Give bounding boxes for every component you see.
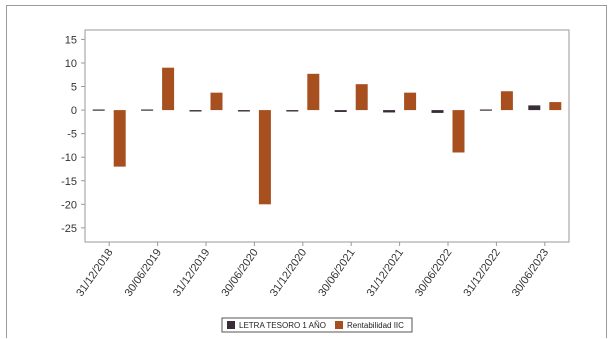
bar-rentabilidad-iic [162,67,175,111]
bar-rentabilidad-iic [549,102,562,111]
bar-rentabilidad-iic [404,92,417,111]
bar-rentabilidad-iic [258,110,271,205]
x-tick-label: 31/12/2020 [268,247,309,299]
y-tick-label: -25 [61,223,77,235]
bar-rentabilidad-iic [355,84,368,111]
bar-rentabilidad-iic [210,92,223,111]
bar-letra-tesoro [431,110,444,113]
y-tick-label: -10 [61,152,77,164]
x-tick-label: 30/06/2022 [413,247,454,299]
bar-letra-tesoro [286,110,299,112]
y-tick-label: 5 [71,82,77,94]
legend-label: Rentabilidad IIC [347,321,404,330]
chart-frame: 15 10 5 0 -5 -10 -15 -20 -25 31/12/2018 30/06/2019… [6,5,607,338]
bar-rentabilidad-iic [307,73,320,111]
bar-letra-tesoro [528,105,541,111]
x-tick-label: 31/12/2022 [461,247,502,299]
legend-box [221,317,413,333]
legend-label: LETRA TESORO 1 AÑO [239,321,326,330]
x-tick-label: 30/06/2020 [219,247,260,299]
y-tick-label: 0 [71,105,77,117]
bar-letra-tesoro [334,110,347,112]
x-tick-label: 30/06/2019 [123,247,164,299]
bar-letra-tesoro [141,109,154,111]
bar-letra-tesoro [237,110,250,112]
y-tick-label: 15 [65,34,77,46]
bar-letra-tesoro [383,110,396,113]
x-tick-label: 31/12/2018 [74,247,115,299]
x-tick-label: 31/12/2021 [365,247,406,299]
y-tick-label: -20 [61,199,77,211]
bar-rentabilidad-iic [500,91,513,111]
plot-area [84,29,570,243]
legend-swatch [227,321,235,329]
bar-letra-tesoro [479,109,492,111]
plot-layer: 15 10 5 0 -5 -10 -15 -20 -25 31/12/2018 30/06/2019… [61,29,570,299]
bar-rentabilidad-iic [113,110,126,167]
bar-chart: 15 10 5 0 -5 -10 -15 -20 -25 31/12/2018 30/06/2019… [61,29,570,333]
y-tick-label: 10 [65,58,77,70]
bar-letra-tesoro [92,109,105,111]
bar-letra-tesoro [189,110,202,112]
chart-legend: LETRA TESORO 1 AÑO Rentabilidad IIC [221,317,413,333]
y-tick-label: -15 [61,176,77,188]
x-tick-label: 30/06/2021 [316,247,357,299]
x-tick-label: 31/12/2019 [171,247,212,299]
x-tick-label: 30/06/2023 [510,247,551,299]
legend-swatch [335,321,343,329]
y-tick-label: -5 [67,129,77,141]
bar-rentabilidad-iic [452,110,465,153]
